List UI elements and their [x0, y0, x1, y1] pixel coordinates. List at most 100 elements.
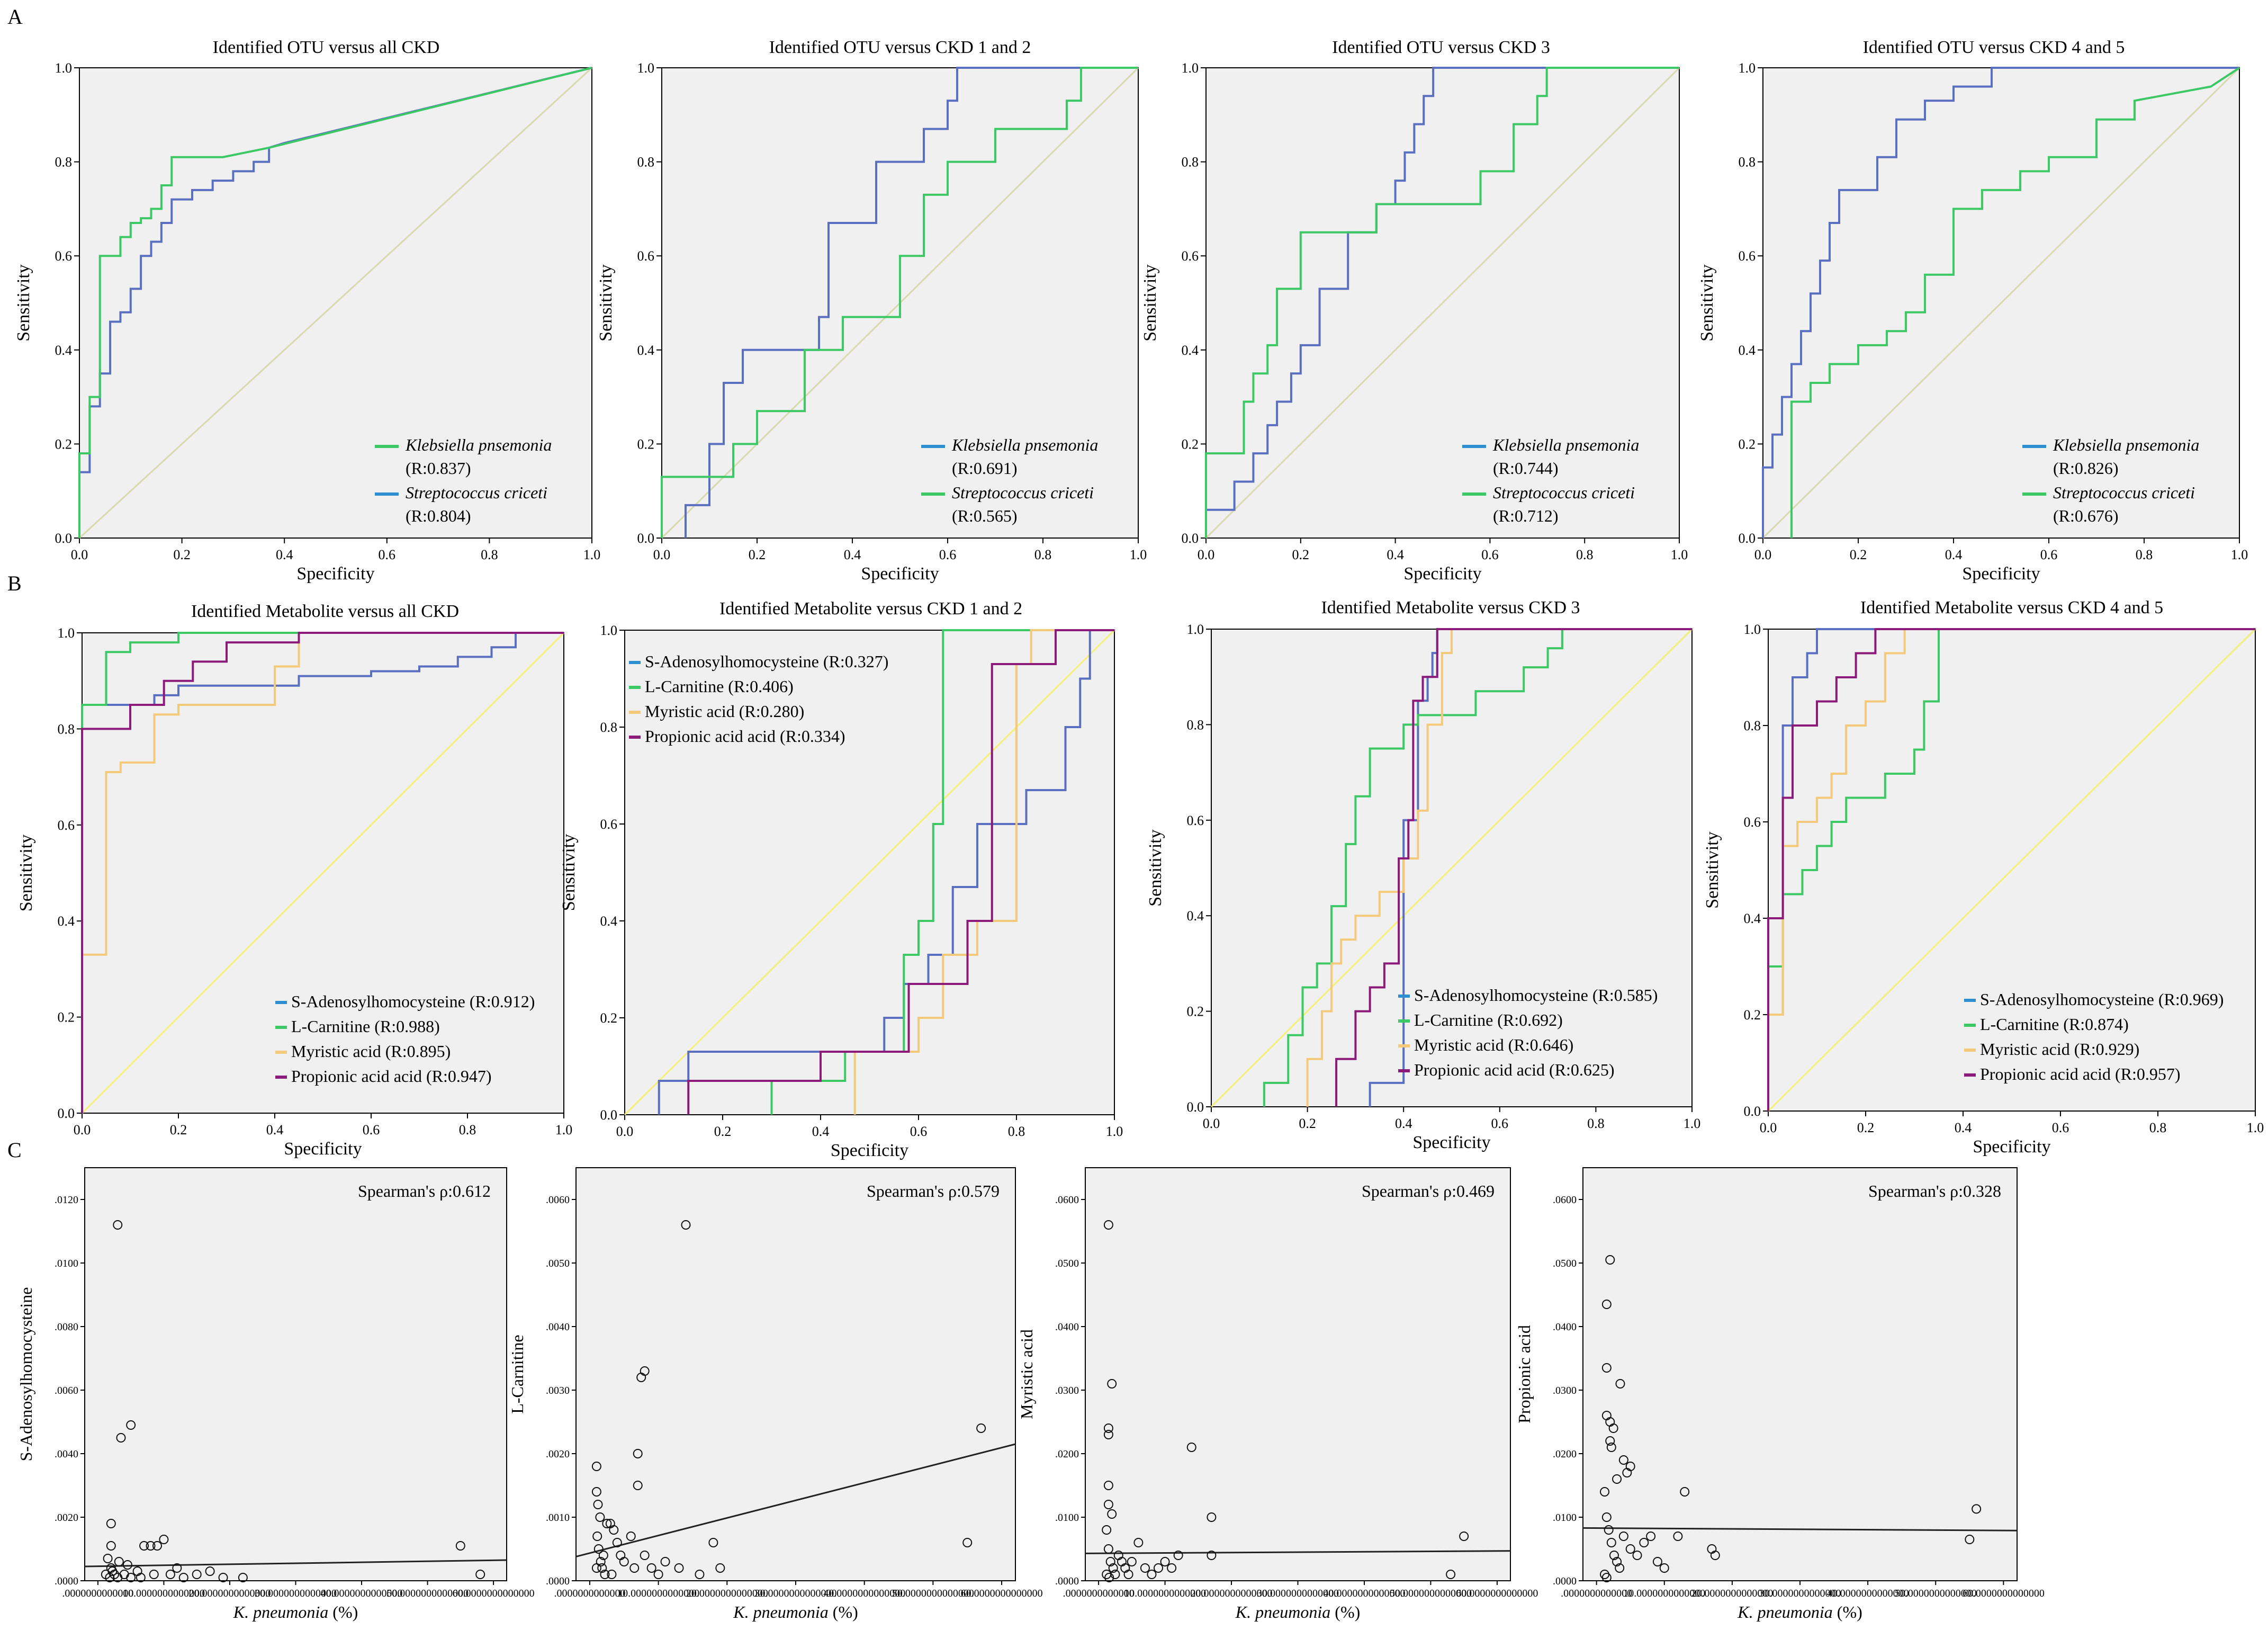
panel-label-c: C — [7, 1138, 22, 1162]
scatter-point — [1965, 1535, 1975, 1544]
fit-line — [1582, 1527, 2018, 1531]
y-tick-label: .0500 — [1553, 1258, 1577, 1269]
x-tick-label: 1.0 — [1684, 1116, 1701, 1131]
chart-b2: Identified Metabolite versus CKD 1 and 2… — [559, 599, 1123, 1160]
scatter-point — [715, 1563, 725, 1573]
x-tick-label: 0.6 — [910, 1124, 928, 1139]
y-tick-label: .0400 — [1055, 1321, 1079, 1333]
x-tick-label: 0.6 — [939, 547, 957, 562]
y-tick-label: .0060 — [546, 1194, 570, 1206]
x-tick-label: .0000000000000 — [62, 1588, 133, 1599]
x-tick-label: 1.0 — [2231, 547, 2248, 562]
y-tick-label: 0.0 — [1182, 531, 1199, 546]
y-tick-label: .0020 — [546, 1448, 570, 1460]
x-tick-label: 0.8 — [1587, 1116, 1605, 1131]
x-tick-label: 40.0000000000000 — [321, 1588, 403, 1599]
scatter-point — [597, 1563, 607, 1573]
y-tick-label: 0.6 — [600, 817, 618, 832]
plot-area — [84, 1167, 507, 1581]
y-tick-label: 0.2 — [1182, 436, 1199, 452]
scatter-point — [1612, 1474, 1622, 1484]
scatter-point — [695, 1570, 705, 1579]
y-tick-label: .0000 — [546, 1575, 570, 1587]
y-tick-label: 0.4 — [600, 913, 618, 929]
roc-curve-1 — [1205, 67, 1679, 538]
y-axis-label: S-Adenosylhomocysteine — [16, 1287, 35, 1462]
x-tick-label: 0.0 — [1203, 1116, 1220, 1131]
roc-curve-1 — [685, 67, 1138, 538]
x-axis-label: K. pneumonia (%) — [233, 1602, 358, 1622]
x-tick-label: 0.0 — [1760, 1120, 1777, 1135]
y-tick-label: 1.0 — [58, 625, 75, 641]
scatter-point — [126, 1573, 136, 1582]
y-tick-label: 0.2 — [600, 1010, 618, 1026]
x-tick-label: 0.0 — [74, 1122, 91, 1138]
scatter-point — [592, 1531, 602, 1541]
y-tick-label: 0.0 — [1187, 1099, 1204, 1115]
y-tick-label: .0120 — [55, 1194, 78, 1206]
reference-diagonal — [624, 629, 1115, 1116]
y-tick-label: 0.8 — [1187, 717, 1204, 732]
scatter-point — [218, 1573, 228, 1582]
fit-line — [84, 1559, 507, 1568]
y-tick-label: .0040 — [546, 1321, 570, 1333]
y-tick-label: .0000 — [1055, 1575, 1079, 1587]
spearman-annotation: Spearman's ρ:0.612 — [358, 1181, 491, 1201]
x-tick-label: 10.0000000000000 — [1623, 1588, 1705, 1599]
scatter-point — [1625, 1462, 1635, 1471]
reference-diagonal — [1210, 628, 1693, 1108]
scatter-point — [1972, 1504, 1982, 1514]
x-tick-label: 0.6 — [2052, 1120, 2069, 1135]
scatter-point — [633, 1449, 643, 1458]
scatter-point — [113, 1220, 123, 1230]
y-tick-label: 0.0 — [1744, 1104, 1761, 1119]
plot-area — [1582, 1167, 2018, 1581]
y-tick-label: 1.0 — [1744, 622, 1761, 637]
scatter-point — [708, 1538, 718, 1547]
scatter-point — [122, 1560, 132, 1570]
x-tick-label: 60.0000000000000 — [1963, 1588, 2045, 1599]
scatter-point — [1108, 1563, 1118, 1573]
y-tick-label: 0.6 — [1744, 814, 1761, 830]
roc-curve-1 — [78, 67, 592, 538]
scatter-point — [1160, 1557, 1170, 1566]
scatter-point — [192, 1570, 202, 1579]
x-axis-label: Specificity — [1962, 564, 2040, 584]
scatter-point — [1123, 1570, 1133, 1579]
legend-series-name: Klebsiella pnsemonia — [1492, 435, 1639, 454]
scatter-point — [136, 1573, 146, 1582]
legend-series-name: Klebsiella pnsemonia — [405, 435, 552, 454]
roc-curve-2 — [1263, 628, 1692, 1107]
x-tick-label: 50.0000000000000 — [386, 1588, 469, 1599]
legend-entry: Propionic acid acid (R:0.625) — [1414, 1060, 1615, 1079]
y-tick-label: 0.6 — [58, 818, 75, 833]
y-tick-label: 1.0 — [1187, 622, 1204, 637]
scatter-point — [681, 1220, 691, 1230]
x-tick-label: 60.0000000000000 — [961, 1588, 1043, 1599]
x-axis-label: Specificity — [1973, 1137, 2050, 1157]
scatter-point — [633, 1481, 643, 1490]
chart-c3: .000000000000010.000000000000020.0000000… — [1017, 1167, 1538, 1622]
fit-line — [1085, 1550, 1511, 1554]
y-tick-label: 0.4 — [58, 913, 75, 929]
y-tick-label: .0020 — [55, 1512, 78, 1524]
x-tick-label: 0.0 — [653, 547, 671, 562]
legend-series-value: (R:0.837) — [406, 459, 471, 478]
scatter-point — [962, 1538, 973, 1547]
y-tick-label: 0.2 — [1739, 436, 1756, 452]
x-tick-label: 0.0 — [1754, 547, 1772, 562]
panel-label-a: A — [7, 5, 23, 29]
scatter-point — [653, 1570, 663, 1579]
roc-curve-1 — [81, 632, 564, 1113]
x-tick-label: 0.0 — [71, 547, 88, 562]
y-tick-label: 0.2 — [1187, 1004, 1204, 1019]
x-tick-label: 50.0000000000000 — [892, 1588, 974, 1599]
scatter-point — [114, 1557, 124, 1566]
scatter-point — [1147, 1570, 1157, 1579]
x-tick-label: 0.8 — [481, 547, 498, 562]
x-tick-label: 0.4 — [266, 1122, 284, 1138]
y-tick-label: 0.4 — [637, 343, 655, 358]
scatter-point — [116, 1433, 126, 1443]
chart-title: Identified Metabolite versus all CKD — [191, 602, 459, 621]
y-tick-label: 0.6 — [1739, 248, 1756, 264]
